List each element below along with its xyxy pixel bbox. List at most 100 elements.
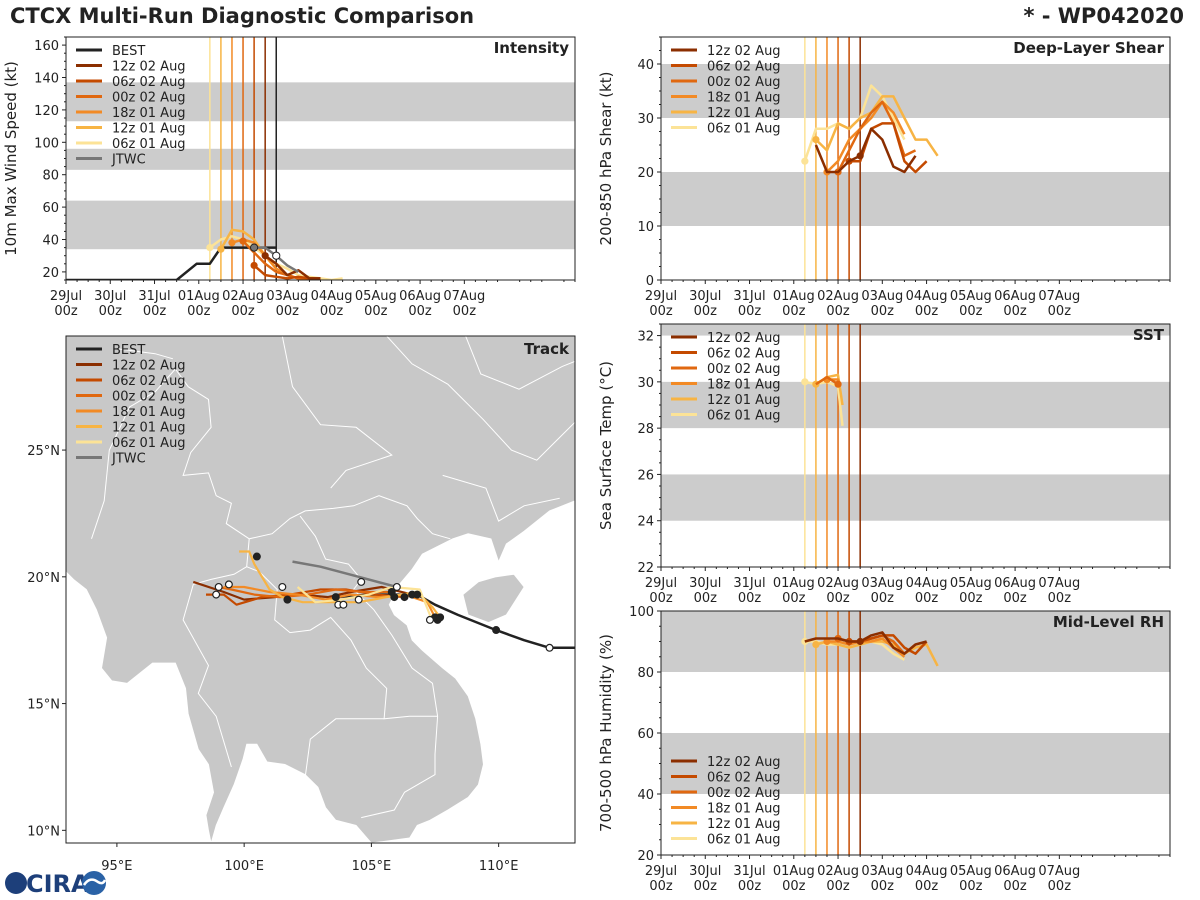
sst-ytick-label: 26	[637, 468, 654, 483]
lon-tick-label: 105°E	[352, 859, 392, 874]
intensity-series-12z-02-aug	[264, 254, 321, 280]
intensity-xtick-label: 29Jul	[50, 289, 82, 304]
shear-xtick-label: 07Aug	[1038, 289, 1080, 304]
track-chart: 95°E 100°E 105°E 110°E 10°N 15°N 20°N 25°N Track…	[27, 335, 576, 874]
logo-globe-icon	[5, 872, 27, 894]
sst-ytick-label: 24	[637, 515, 654, 530]
rh-xtick-sublabel: 00z	[959, 879, 983, 894]
intensity-ytick-label: 60	[42, 201, 59, 216]
intensity-xtick-sublabel: 00z	[143, 304, 167, 319]
country-border	[299, 515, 439, 819]
intensity-xtick-label: 06Aug	[399, 289, 441, 304]
rh-ytick-label: 100	[629, 605, 654, 620]
logo-wave-icon	[82, 871, 106, 895]
country-border	[246, 538, 438, 720]
shear-init-marker	[812, 136, 820, 144]
track-legend-label: 06z 02 Aug	[112, 374, 186, 389]
intensity-legend-label: 12z 01 Aug	[112, 122, 186, 137]
lon-tick-label: 95°E	[101, 859, 132, 874]
shear-xtick-sublabel: 00z	[738, 304, 762, 319]
rh-xtick-label: 06Aug	[994, 864, 1036, 879]
rh-band	[661, 611, 1170, 672]
sst-xtick-label: 29Jul	[645, 576, 677, 591]
sst-series-00z-02-aug	[815, 375, 839, 386]
shear-init-marker	[801, 157, 809, 165]
intensity-init-marker	[250, 261, 258, 270]
track-position-marker	[433, 615, 442, 624]
track-title: Track	[524, 340, 570, 358]
track-position-marker	[400, 593, 409, 602]
intensity-xtick-label: 04Aug	[311, 289, 353, 304]
intensity-xtick-sublabel: 00z	[231, 304, 255, 319]
intensity-ytick-label: 40	[42, 234, 59, 249]
shear-xtick-label: 31Jul	[733, 289, 765, 304]
lat-tick-label: 15°N	[27, 698, 60, 713]
intensity-init-marker	[250, 243, 259, 252]
shear-xtick-sublabel: 00z	[915, 304, 939, 319]
rh-ytick-label: 20	[637, 849, 654, 864]
shear-xtick-label: 02Aug	[817, 289, 859, 304]
shear-xtick-sublabel: 00z	[871, 304, 895, 319]
rh-chart: 2040608010029Jul00z30Jul00z31Jul00z01Aug…	[597, 605, 1171, 894]
cira-logo: CIRA	[5, 870, 107, 898]
rh-ylabel: 700-500 hPa Humidity (%)	[597, 634, 615, 832]
intensity-legend-label: 00z 02 Aug	[112, 91, 186, 106]
intensity-xtick-label: 07Aug	[443, 289, 485, 304]
sst-xtick-sublabel: 00z	[915, 591, 939, 606]
country-border	[182, 566, 247, 768]
shear-xtick-label: 29Jul	[645, 289, 677, 304]
rh-xtick-label: 30Jul	[689, 864, 721, 879]
rh-xtick-sublabel: 00z	[915, 879, 939, 894]
track-frame	[65, 335, 576, 844]
sst-ytick-label: 28	[637, 422, 654, 437]
shear-ytick-label: 40	[637, 58, 654, 73]
landmass	[462, 573, 525, 623]
rh-xtick-sublabel: 00z	[1003, 879, 1027, 894]
intensity-ytick-label: 80	[42, 169, 59, 184]
rh-xtick-sublabel: 00z	[649, 879, 673, 894]
track-06z-01-aug	[296, 585, 439, 621]
country-border	[465, 336, 575, 390]
track-legend-label: 06z 01 Aug	[112, 436, 186, 451]
rh-xtick-label: 29Jul	[645, 864, 677, 879]
sst-band	[661, 381, 1170, 429]
lat-tick-label: 25°N	[27, 444, 60, 459]
rh-xtick-label: 02Aug	[817, 864, 859, 879]
intensity-xtick-label: 05Aug	[355, 289, 397, 304]
shear-xtick-sublabel: 00z	[694, 304, 718, 319]
shear-legend-label: 18z 01 Aug	[707, 91, 781, 106]
intensity-ytick-label: 120	[34, 104, 59, 119]
sst-xtick-sublabel: 00z	[738, 591, 762, 606]
intensity-series-00z-02-aug	[242, 240, 310, 280]
country-border	[91, 368, 176, 539]
sst-init-marker	[801, 378, 809, 386]
shear-legend-label: 12z 01 Aug	[707, 106, 781, 121]
rh-xtick-label: 05Aug	[950, 864, 992, 879]
intensity-xtick-label: 01Aug	[178, 289, 220, 304]
sst-title: SST	[1133, 326, 1165, 344]
intensity-legend-label: 06z 01 Aug	[112, 137, 186, 152]
track-position-marker	[425, 615, 434, 624]
rh-xtick-sublabel: 00z	[826, 879, 850, 894]
sst-legend-label: 00z 02 Aug	[707, 362, 781, 377]
rh-ytick-label: 80	[637, 666, 654, 681]
sst-xtick-label: 04Aug	[906, 576, 948, 591]
track-position-marker	[357, 577, 366, 586]
sst-legend-label: 18z 01 Aug	[707, 378, 781, 393]
shear-legend-label: 06z 01 Aug	[707, 122, 781, 137]
country-border	[304, 718, 385, 778]
intensity-xtick-sublabel: 00z	[99, 304, 123, 319]
sst-xtick-label: 06Aug	[994, 576, 1036, 591]
sst-xtick-sublabel: 00z	[826, 591, 850, 606]
intensity-xtick-sublabel: 00z	[276, 304, 300, 319]
shear-xtick-label: 05Aug	[950, 289, 992, 304]
rh-band	[661, 733, 1170, 794]
rh-legend-label: 06z 02 Aug	[707, 771, 781, 786]
intensity-ytick-label: 100	[34, 136, 59, 151]
sst-ylabel: Sea Surface Temp (°C)	[597, 361, 615, 530]
sst-xtick-sublabel: 00z	[1048, 591, 1072, 606]
intensity-xtick-sublabel: 00z	[187, 304, 211, 319]
rh-xtick-label: 07Aug	[1038, 864, 1080, 879]
sst-init-marker	[834, 380, 842, 388]
rh-xtick-sublabel: 00z	[738, 879, 762, 894]
